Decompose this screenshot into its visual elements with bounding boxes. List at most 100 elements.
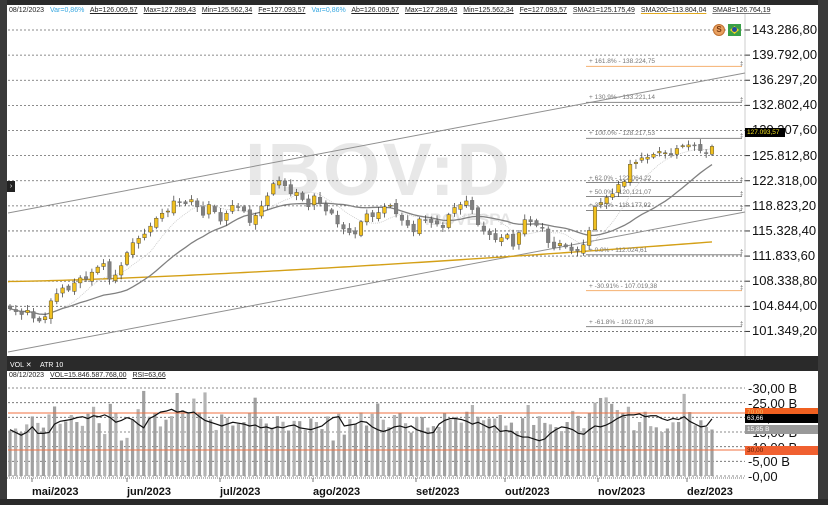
bullish-candle [136, 238, 141, 244]
volume-bar [298, 421, 302, 476]
volume-bar [69, 414, 73, 476]
info-close[interactable]: Fe=127.093,57 [258, 7, 306, 14]
volume-bar [626, 406, 631, 476]
volume-bar [64, 421, 68, 476]
bearish-candle [247, 209, 252, 223]
fibonacci-marker: ‡ [740, 250, 743, 256]
volume-bar [331, 440, 335, 476]
bearish-candle [318, 197, 323, 205]
info-open[interactable]: Ab=126.009,57 [89, 7, 138, 14]
bullish-candle [230, 205, 235, 212]
volume-bar [610, 403, 614, 476]
volume-bar [615, 410, 619, 476]
volume-bar [186, 412, 190, 476]
bearish-candle [435, 220, 440, 225]
info-sma8[interactable]: SMA8=126.764,19 [712, 7, 771, 14]
ind-vol[interactable]: VOL=15.846.587.768,00 [50, 372, 127, 379]
info-var-2: Var=0,86% [311, 7, 346, 14]
bullish-candle [680, 145, 685, 147]
info-close-2[interactable]: Fe=127.093,57 [519, 7, 567, 14]
bullish-candle [130, 242, 135, 255]
info-sma200[interactable]: SMA200=113.804,04 [640, 7, 707, 14]
bullish-candle [48, 300, 53, 319]
bullish-candle [312, 195, 317, 205]
fibonacci-marker: ‡ [740, 322, 743, 328]
volume-bar [571, 410, 575, 476]
info-high[interactable]: Max=127.289,43 [143, 7, 196, 14]
bearish-candle [534, 220, 539, 226]
volume-bar [459, 422, 463, 476]
bullish-candle [674, 148, 679, 155]
bullish-candle [271, 183, 276, 195]
fibonacci-marker: ‡ [740, 205, 743, 211]
volume-bar [292, 420, 296, 476]
volume-bar [220, 414, 224, 476]
expand-panel-handle[interactable]: › [7, 181, 15, 192]
volume-bar [164, 419, 168, 476]
volume-bar [409, 432, 413, 476]
volume-bar [559, 431, 564, 476]
volume-bar [582, 428, 586, 476]
bullish-candle [604, 197, 609, 204]
ohlc-info-bar: 08/12/2023 Var=0,86% Ab=126.009,57 Max=1… [9, 6, 775, 16]
bullish-candle [206, 204, 211, 215]
info-low[interactable]: Min=125.562,34 [201, 7, 253, 14]
panel-divider[interactable] [7, 356, 818, 360]
bearish-candle [306, 198, 311, 207]
window-left-border [0, 0, 7, 505]
volume-bar [348, 419, 352, 476]
bearish-candle [335, 214, 340, 225]
bearish-candle [288, 184, 293, 194]
volume-bar [649, 426, 653, 476]
bullish-candle [154, 218, 159, 228]
info-sma21[interactable]: SMA21=125.175,49 [572, 7, 635, 14]
volume-bar [520, 418, 525, 476]
volume-bar [314, 422, 319, 476]
volume-bar [654, 427, 658, 476]
price-axis-label: 132.802,40 [752, 97, 818, 113]
volume-bar [47, 414, 51, 476]
window-bottom-border [0, 499, 828, 505]
brazil-flag-icon[interactable] [728, 24, 741, 36]
ind-rsi[interactable]: RSI=63,66 [132, 372, 166, 379]
tab-atr10[interactable]: ATR 10 [40, 362, 64, 369]
volume-bar [437, 427, 441, 476]
bearish-candle [241, 206, 247, 212]
bullish-candle [651, 154, 656, 158]
bullish-candle [142, 233, 147, 238]
volume-bar [392, 414, 397, 476]
bearish-candle [575, 249, 580, 252]
bearish-candle [493, 233, 498, 240]
bearish-candle [440, 225, 445, 228]
bearish-candle [399, 215, 404, 221]
volume-bar [431, 426, 436, 476]
bullish-candle [43, 316, 48, 320]
bullish-candle [663, 152, 668, 155]
info-open-2[interactable]: Ab=126.009,57 [351, 7, 399, 14]
volume-bar [80, 425, 85, 476]
volume-bar [281, 421, 285, 476]
close-icon[interactable]: ✕ [25, 362, 32, 369]
lower-channel-line [7, 211, 746, 353]
volume-bar [136, 409, 140, 476]
tab-vol[interactable]: VOL ✕ [10, 362, 32, 369]
volume-bar [660, 432, 664, 476]
fibonacci-label: + 130.9% - 133.221,14 [589, 94, 655, 102]
info-high-2[interactable]: Max=127.289,43 [404, 7, 458, 14]
volume-bar [526, 405, 530, 476]
bullish-candle [265, 195, 270, 206]
info-low-2[interactable]: Min=125.562,34 [463, 7, 514, 14]
volume-bar [169, 416, 174, 476]
bearish-candle [84, 276, 89, 280]
fibonacci-label: + 50.0% - 120.121,07 [589, 188, 652, 196]
volume-bar [320, 429, 324, 476]
bearish-candle [300, 192, 305, 200]
volume-bar [632, 430, 636, 476]
volume-bar [275, 416, 280, 476]
bullish-candle [633, 161, 638, 164]
ind-date: 08/12/2023 [9, 372, 45, 379]
bearish-candle [546, 228, 551, 243]
volume-bar [208, 419, 213, 476]
currency-s-icon[interactable]: S [713, 24, 725, 36]
